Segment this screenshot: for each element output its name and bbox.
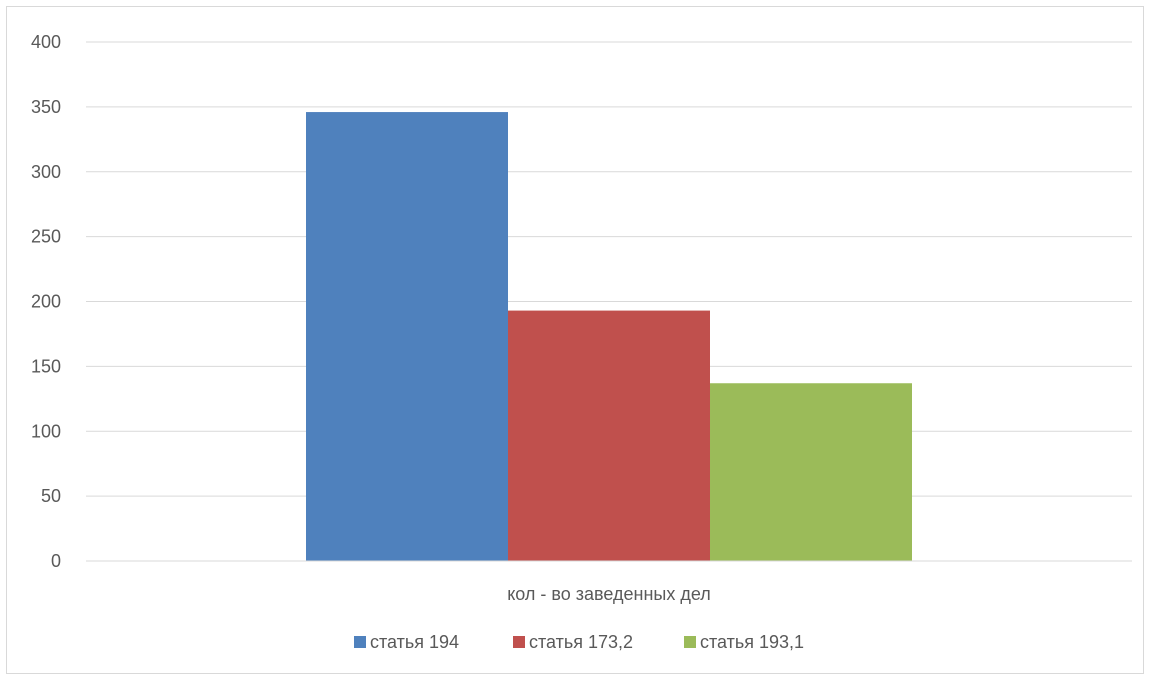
legend-label: статья 194 xyxy=(370,632,459,652)
y-tick-label: 250 xyxy=(31,227,61,247)
x-tick-label: кол - во заведенных дел xyxy=(507,584,711,604)
bar-2 xyxy=(508,310,710,561)
y-tick-label: 50 xyxy=(41,486,61,506)
bar-3 xyxy=(710,383,912,561)
y-tick-label: 200 xyxy=(31,292,61,312)
bars xyxy=(306,112,912,561)
y-tick-label: 0 xyxy=(51,551,61,571)
legend-swatch xyxy=(684,636,696,648)
bar-1 xyxy=(306,112,508,561)
y-tick-label: 400 xyxy=(31,32,61,52)
legend-swatch xyxy=(354,636,366,648)
x-axis-tick-labels: кол - во заведенных дел xyxy=(507,584,711,604)
y-tick-label: 100 xyxy=(31,421,61,441)
legend-swatch xyxy=(513,636,525,648)
legend: статья 194 статья 173,2 статья 193,1 xyxy=(354,632,804,652)
y-tick-label: 150 xyxy=(31,356,61,376)
y-tick-label: 300 xyxy=(31,162,61,182)
legend-label: статья 173,2 xyxy=(529,632,633,652)
gridlines xyxy=(86,41,1132,497)
legend-label: статья 193,1 xyxy=(700,632,804,652)
y-axis-tick-labels: 0 50 100 150 200 250 300 350 400 xyxy=(31,32,61,571)
y-tick-label: 350 xyxy=(31,97,61,117)
